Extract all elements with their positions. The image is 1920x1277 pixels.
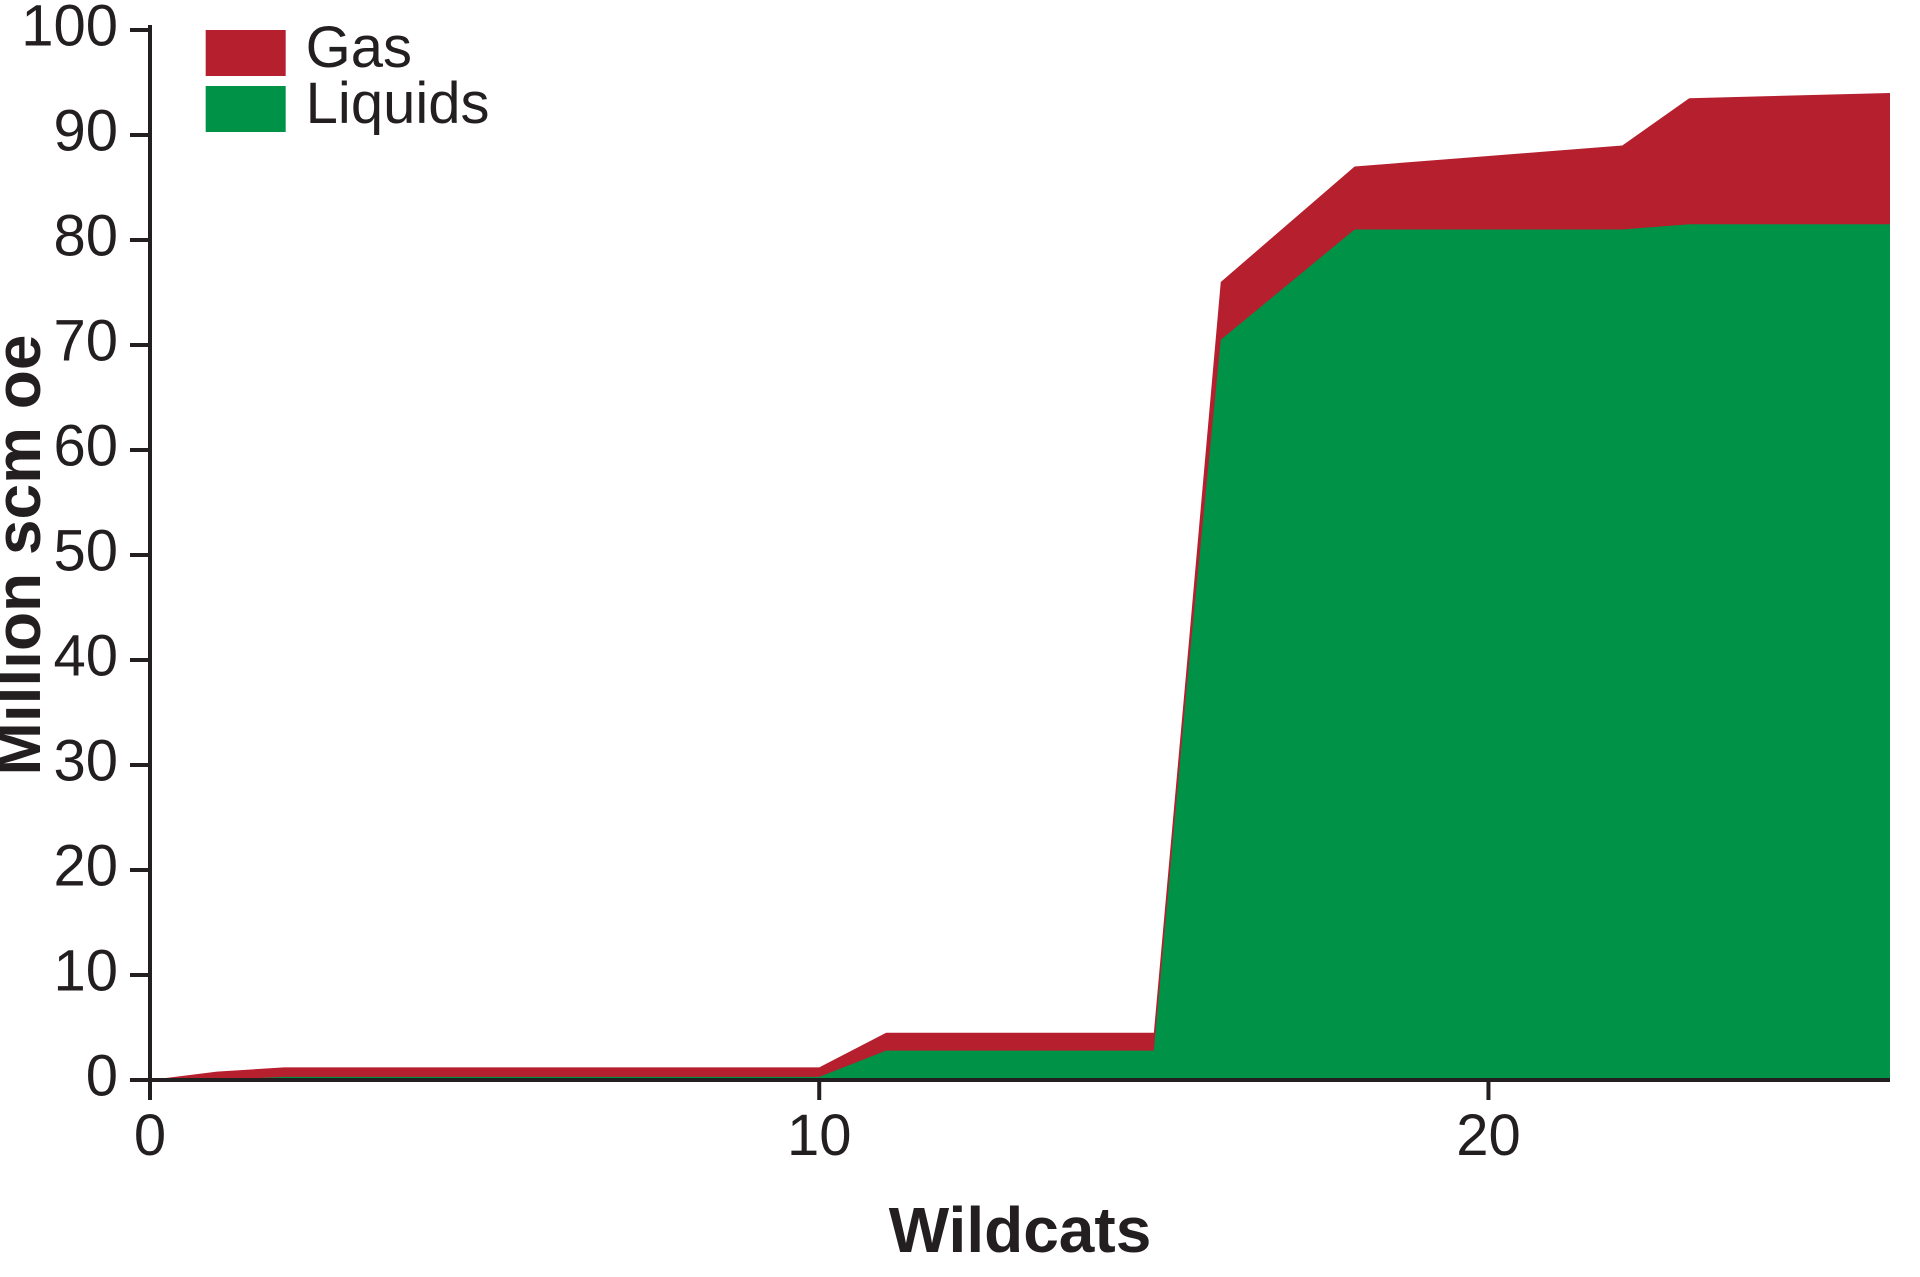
y-tick-label: 100 [21, 0, 118, 58]
x-tick-label: 0 [134, 1103, 166, 1168]
legend-swatch [206, 30, 286, 76]
y-tick-label: 0 [86, 1043, 118, 1108]
y-tick-label: 80 [53, 203, 118, 268]
y-tick-label: 90 [53, 98, 118, 163]
y-tick-label: 40 [53, 623, 118, 688]
x-tick-label: 10 [787, 1103, 852, 1168]
y-axis-label: Million scm oe [0, 335, 54, 776]
legend-swatch [206, 86, 286, 132]
y-tick-label: 10 [53, 938, 118, 1003]
y-tick-label: 50 [53, 518, 118, 583]
legend-label: Liquids [306, 71, 490, 136]
stacked-area-chart: 0 10 20 30 40 50 60 70 80 90 100 0 10 20 Wildcats Milli… [0, 0, 1920, 1277]
chart-container: 0 10 20 30 40 50 60 70 80 90 100 0 10 20 Wildcats Milli… [0, 0, 1920, 1277]
x-axis-label: Wildcats [889, 1194, 1152, 1266]
y-tick-label: 60 [53, 413, 118, 478]
y-tick-label: 30 [53, 728, 118, 793]
y-tick-label: 20 [53, 833, 118, 898]
x-tick-label: 20 [1456, 1103, 1521, 1168]
y-tick-label: 70 [53, 308, 118, 373]
